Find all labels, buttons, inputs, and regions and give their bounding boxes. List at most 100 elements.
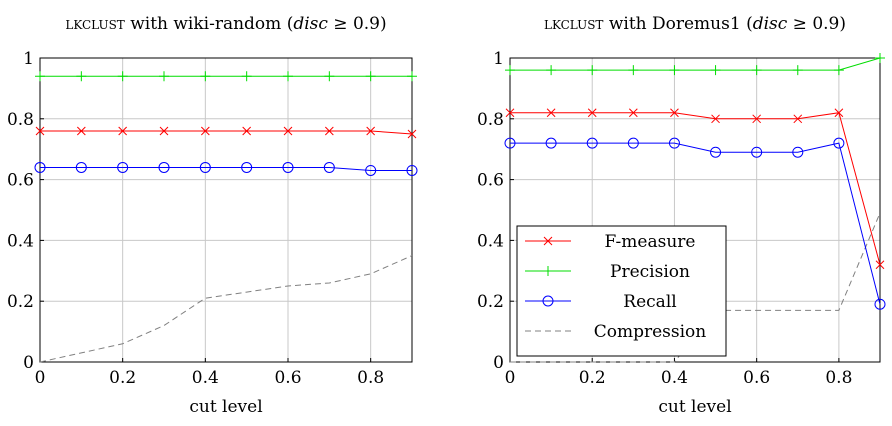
data-point-fmeasure: [752, 114, 762, 124]
y-tick-label: 1: [493, 49, 504, 69]
data-point-precision: [283, 71, 293, 82]
series-line-fmeasure: [510, 112, 881, 265]
data-point-precision: [241, 71, 252, 82]
x-tick-label: 0.8: [825, 368, 852, 388]
y-tick-label: 0.6: [7, 171, 34, 191]
data-point-recall: [874, 298, 886, 310]
data-point-recall: [323, 161, 335, 173]
legend-marker-fmeasure: [543, 236, 553, 246]
data-point-fmeasure: [366, 126, 376, 136]
x-tick-label: 0.4: [192, 368, 219, 388]
legend-label-compression: Compression: [594, 322, 707, 342]
data-point-fmeasure: [711, 114, 720, 124]
x-axis-label: cut level: [189, 397, 262, 417]
data-point-recall: [668, 137, 680, 149]
x-tick-label: 0.2: [579, 368, 606, 388]
x-tick-label: 0.4: [661, 368, 688, 388]
data-point-recall: [365, 164, 377, 176]
title-condition-variable: disc: [753, 14, 788, 34]
title-dataset: with Doremus1 (: [603, 14, 752, 34]
data-point-recall: [504, 137, 516, 149]
series-precision: [35, 71, 417, 82]
data-point-precision: [710, 65, 721, 76]
data-point-precision: [76, 71, 87, 82]
data-point-recall: [833, 137, 845, 149]
title-condition-value: ≥ 0.9): [328, 14, 387, 34]
data-point-recall: [710, 146, 722, 158]
title-dataset: with wiki-random (: [125, 14, 294, 34]
data-point-precision: [546, 65, 557, 76]
y-tick-label: 0.4: [7, 231, 34, 251]
data-point-fmeasure: [793, 114, 803, 124]
data-point-precision: [875, 53, 885, 63]
series-compression: [39, 255, 413, 363]
data-point-recall: [586, 137, 598, 149]
data-point-recall: [241, 161, 253, 173]
legend-label-precision: Precision: [610, 262, 690, 282]
data-point-fmeasure: [834, 108, 844, 118]
data-point-recall: [627, 137, 639, 149]
plot-frame: [509, 57, 881, 363]
x-tick-label: 0: [505, 368, 516, 388]
y-tick-label: 1: [23, 49, 34, 69]
data-point-recall: [282, 161, 294, 173]
y-tick-label: 0.6: [477, 171, 504, 191]
plot-frame: [39, 57, 413, 363]
x-axis-label: cut level: [658, 397, 731, 417]
data-point-fmeasure: [407, 129, 417, 139]
data-point-recall: [75, 161, 87, 173]
series-recall: [34, 161, 418, 176]
data-point-precision: [587, 65, 598, 76]
data-point-fmeasure: [35, 126, 45, 136]
x-tick-label: 0.8: [357, 368, 384, 388]
data-point-recall: [199, 161, 211, 173]
y-tick-label: 0.2: [7, 292, 34, 312]
x-tick-label: 0.6: [274, 368, 301, 388]
data-point-recall: [158, 161, 170, 173]
x-tick-label: 0: [35, 368, 46, 388]
title-method: lkclust: [544, 14, 603, 34]
chart-panel-1: 0 0.2 0.4 0.6 0.8 0 0.2 0.4 0.6 0.8 1 cut level lkcl…: [7, 14, 418, 417]
data-point-precision: [792, 65, 803, 76]
title-condition-value: ≥ 0.9): [787, 14, 846, 34]
data-point-precision: [751, 65, 762, 76]
data-point-precision: [505, 65, 515, 76]
data-point-recall: [792, 146, 804, 158]
data-point-fmeasure: [76, 126, 86, 136]
data-point-precision: [407, 71, 417, 82]
y-tick-label: 0.4: [477, 231, 504, 251]
x-tick-label: 0.6: [743, 368, 770, 388]
series-recall: [504, 137, 886, 310]
data-point-fmeasure: [670, 108, 679, 118]
data-point-recall: [751, 146, 763, 158]
series-line-precision: [510, 57, 881, 71]
data-point-fmeasure: [159, 126, 169, 136]
title-method: lkclust: [65, 14, 124, 34]
data-point-precision: [117, 71, 128, 82]
data-point-recall: [117, 161, 129, 173]
chart-panel-2: 0 0.2 0.4 0.6 0.8 0 0.2 0.4 0.6 0.8 1 cut level lkcl…: [477, 14, 886, 417]
data-point-fmeasure: [546, 108, 556, 118]
y-tick-label: 0.8: [7, 110, 34, 130]
x-tick-label: 0.2: [109, 368, 136, 388]
data-point-fmeasure: [875, 260, 885, 270]
data-point-precision: [200, 71, 211, 82]
series-line-recall: [510, 142, 881, 305]
data-point-recall: [34, 161, 46, 173]
data-point-precision: [669, 65, 680, 76]
data-point-fmeasure: [242, 126, 252, 136]
series-fmeasure: [505, 108, 885, 270]
data-point-recall: [545, 137, 557, 149]
data-point-fmeasure: [118, 126, 128, 136]
series-compression: [510, 212, 881, 363]
series-precision: [505, 53, 885, 76]
series-fmeasure: [35, 126, 417, 139]
data-point-precision: [628, 65, 639, 76]
legend-label-fmeasure: F-measure: [605, 232, 696, 252]
data-point-precision: [35, 71, 45, 82]
chart-title: lkclust with Doremus1 (disc ≥ 0.9): [544, 14, 846, 34]
legend-label-recall: Recall: [623, 292, 676, 312]
data-point-precision: [365, 71, 376, 82]
legend-marker-precision: [543, 266, 553, 276]
